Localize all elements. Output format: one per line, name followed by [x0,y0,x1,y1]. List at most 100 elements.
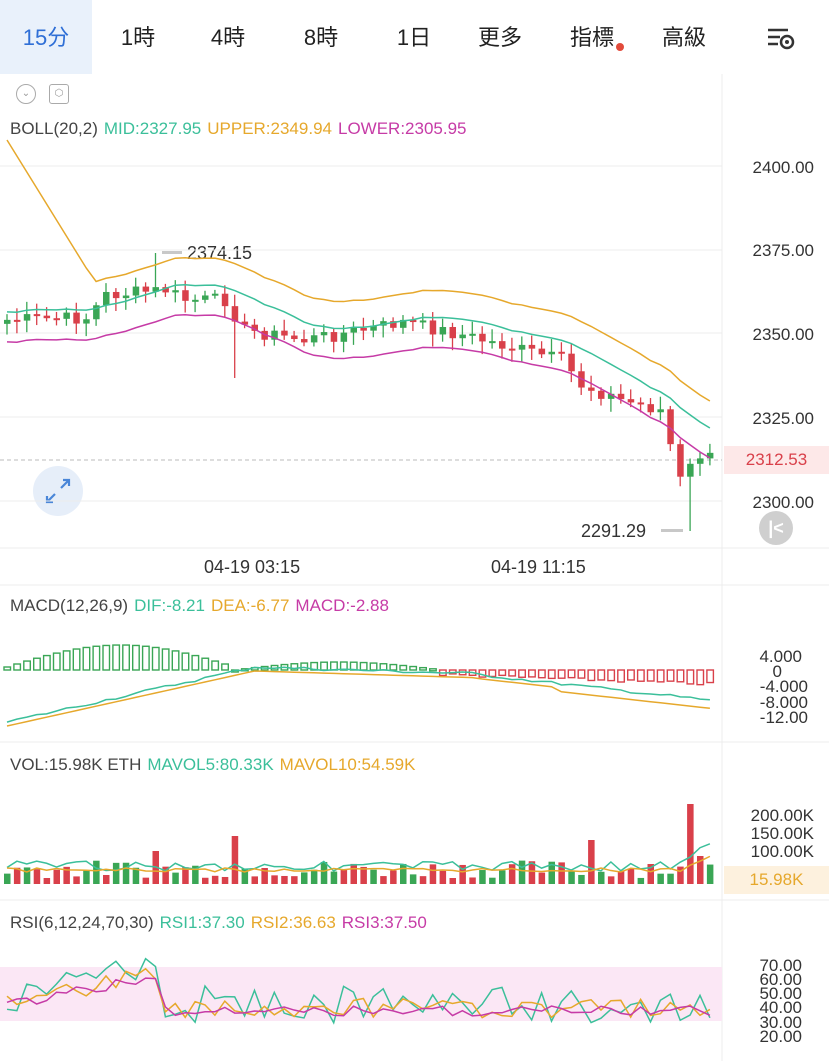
tab-8h[interactable]: 8時 [303,25,339,50]
volume-bar [667,873,674,884]
volume-bar [83,870,90,884]
volume-bar [528,861,536,884]
macd-dif-line [6,666,710,723]
macd-bar [438,669,447,677]
dropdown-triangle-icon: ◢ [709,0,716,27]
macd-bar [112,644,121,671]
volume-bar [657,873,664,884]
candle-body [310,335,318,343]
candle-body [132,286,140,296]
rsi-2: RSI2:36.63 [250,913,336,932]
macd-bar [300,662,309,671]
volume-bar [697,856,704,884]
macd-bar [181,652,190,671]
macd-name: MACD(12,26,9) [10,596,129,615]
candle-body [231,306,239,322]
price-axis-label: 2325.00 [752,409,814,428]
volume-bar [4,873,11,884]
scroll-to-latest-icon[interactable]: |< [759,511,793,545]
macd-bar [666,669,675,682]
candle-body [162,287,169,293]
volume-bar [63,866,70,884]
tab-1h[interactable]: 1時 [120,25,156,50]
rsi1-line [6,957,711,1025]
volume-bar [469,877,476,884]
tab-indicators[interactable]: 指標◢ [562,0,624,74]
candle-body [261,330,268,340]
macd-bar [528,669,536,678]
chart-settings-icon[interactable] [762,22,802,52]
volume-bar [360,866,367,884]
macd-bar [3,666,12,671]
candle-body [202,295,209,300]
macd-bar [151,646,160,671]
tab-1d[interactable]: 1日 [396,25,432,50]
volume-bar [429,864,437,884]
candle-body [627,399,635,403]
macd-bar [399,664,408,671]
macd-bar [161,648,170,671]
tab-advanced[interactable]: 高級◢ [654,0,714,74]
time-axis-label: 04-19 03:15 [204,557,301,577]
macd-bar [706,669,715,684]
tab-4h[interactable]: 4時 [210,25,246,50]
volume-bar [122,862,130,884]
candle-body [578,371,585,388]
macd-bar [260,665,269,671]
chevron-down-icon[interactable]: ⌄ [16,84,36,104]
macd-bar [92,645,101,671]
candle-body [409,319,417,323]
volume-bar [142,877,150,884]
candle-body [221,293,229,307]
tab-more[interactable]: 更多◢ [470,0,530,74]
rsi3-line [6,977,711,1017]
macd-bar [270,664,279,671]
tab-15m[interactable]: 15分 [0,0,92,74]
candle-body [13,319,21,322]
price-axis-label: 2300.00 [752,493,814,512]
macd-bar [33,657,41,671]
volume-bar [152,851,159,884]
macd-bar [201,657,210,671]
expand-icon[interactable] [33,466,83,516]
high-marker-line [162,251,182,254]
rsi-axis-label: 40.00 [759,998,802,1017]
volume-bar [419,876,427,884]
candle-body [568,353,575,372]
volume-bar [112,862,120,884]
candle-body [241,321,249,325]
boll-lower-line [6,313,711,459]
volume-bar [370,869,377,884]
macd-bar [310,661,319,671]
vol-mavol10: MAVOL10:54.59K [279,755,416,774]
macd-bar [240,668,249,672]
volume-bar [677,866,684,884]
volume-bar [518,860,526,884]
current-price-tag: 2312.53 [724,446,829,474]
volume-bar [241,868,249,884]
candle-body [43,315,51,319]
candle-body [499,341,506,349]
macd-bar [518,669,526,678]
mavol10-line [6,855,711,873]
candle-body [588,387,595,391]
timeframe-tab-bar: 15分 1時 4時 8時 1日 更多◢ 指標◢ 高級◢ [0,0,829,74]
rsi-axis-label: 50.00 [759,984,802,1003]
candle-body [370,325,377,331]
candle-body [677,444,684,477]
macd-bar [537,669,546,679]
candle-body [4,319,11,324]
hexagon-settings-icon[interactable]: ⬡ [49,84,69,104]
candle-body [320,332,328,336]
vol-mavol5: MAVOL5:80.33K [147,755,274,774]
macd-bar [171,650,180,671]
volume-bar [538,872,546,884]
candle-body [647,404,654,413]
macd-bar [13,663,22,671]
macd-bar [230,669,239,673]
macd-bar [448,669,457,675]
macd-bar [557,669,566,679]
macd-bar [468,669,477,677]
volume-bar [192,865,199,884]
